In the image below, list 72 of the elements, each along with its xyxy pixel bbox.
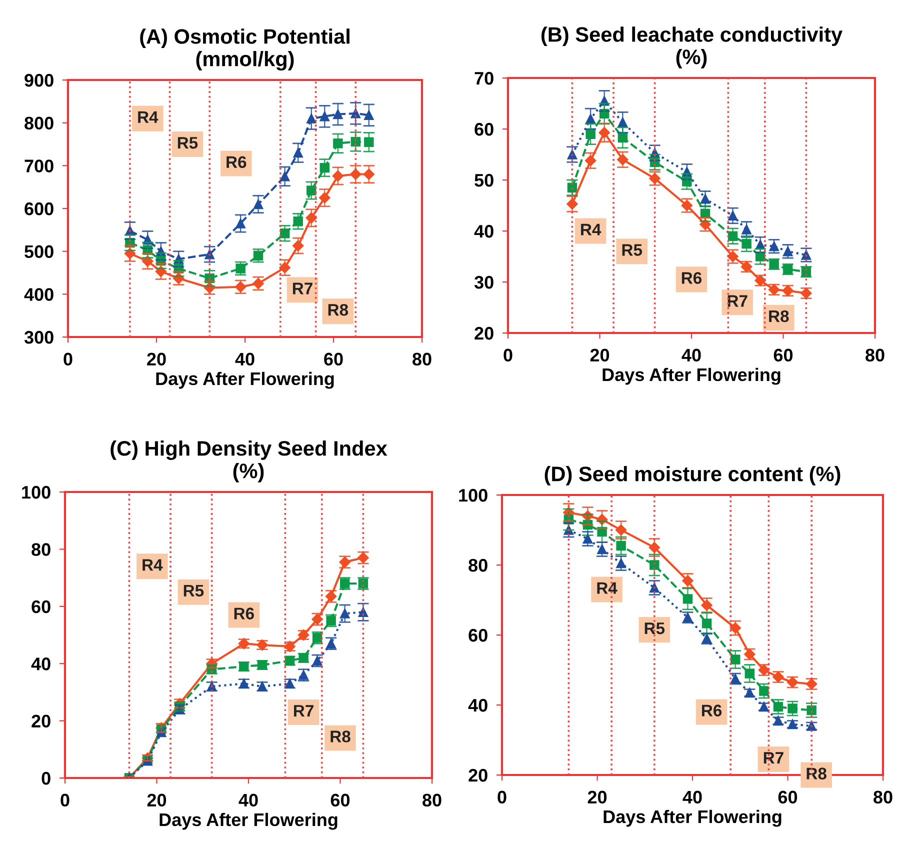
y-tick-label: 0 <box>42 772 50 785</box>
x-tick-label: 0 <box>60 794 70 807</box>
y-tick-label: 80 <box>32 543 50 556</box>
annotation: R5 <box>622 244 642 256</box>
y-tick-label: 400 <box>24 288 54 301</box>
x-axis-title: Days After Flowering <box>604 810 782 827</box>
y-tick-label: 20 <box>474 326 494 340</box>
x-tick-label: 20 <box>147 352 166 366</box>
y-tick-label: 500 <box>24 245 54 258</box>
x-tick-label: 60 <box>774 348 793 362</box>
y-tick-label: 100 <box>22 486 50 499</box>
y-tick-label: 20 <box>32 714 50 728</box>
y-tick-label: 60 <box>32 600 50 614</box>
y-tick-label: 80 <box>468 558 488 572</box>
x-tick-label: 40 <box>682 790 702 804</box>
x-tick-label: 80 <box>422 794 442 807</box>
annotation: R7 <box>728 295 748 307</box>
annotation: R7 <box>292 282 312 294</box>
y-tick-label: 800 <box>24 116 54 130</box>
y-tick-label: 900 <box>24 74 54 87</box>
y-tick-label: 60 <box>468 628 488 642</box>
y-tick-label: 600 <box>24 202 54 216</box>
y-tick-label: 20 <box>468 768 488 782</box>
annotation: R4 <box>138 111 158 123</box>
x-tick-label: 40 <box>682 348 701 362</box>
y-tick-label: 700 <box>24 160 54 172</box>
annotation: R6 <box>234 608 254 620</box>
chart-title: (C) High Density Seed Index (%) <box>110 440 388 482</box>
x-axis-title: Days After Flowering <box>156 372 334 389</box>
annotation: R6 <box>702 704 722 716</box>
y-tick-label: 50 <box>474 174 494 187</box>
annotation: R4 <box>142 559 163 571</box>
x-tick-label: 80 <box>412 352 432 366</box>
x-tick-label: 0 <box>504 348 512 362</box>
chart-title: (B) Seed leachate conductivity (%) <box>541 26 842 68</box>
y-tick-label: 40 <box>468 698 488 712</box>
annotation: R5 <box>644 622 665 634</box>
x-tick-label: 60 <box>778 790 798 804</box>
chart-title: (A) Osmotic Potential (mmol/kg) <box>140 28 350 71</box>
annotation: R6 <box>226 156 246 168</box>
annotation: R4 <box>581 224 602 236</box>
y-tick-label: 60 <box>474 122 494 136</box>
y-tick-label: 40 <box>474 224 494 238</box>
x-tick-label: 60 <box>330 794 350 807</box>
annotation: R7 <box>294 705 314 717</box>
x-tick-label: 20 <box>590 348 610 362</box>
x-axis-title: Days After Flowering <box>602 368 780 385</box>
x-tick-label: 40 <box>235 352 254 366</box>
x-tick-label: 0 <box>64 352 72 366</box>
x-tick-label: 20 <box>588 790 607 804</box>
annotation: R6 <box>682 272 702 284</box>
annotation: R8 <box>806 768 826 780</box>
y-tick-label: 300 <box>24 330 54 344</box>
annotation: R5 <box>184 584 204 597</box>
annotation: R5 <box>178 137 198 149</box>
y-tick-label: 100 <box>459 488 488 502</box>
x-tick-label: 20 <box>147 794 166 807</box>
annotation: R7 <box>764 752 784 764</box>
y-tick-label: 30 <box>474 276 494 289</box>
annotation: R8 <box>328 304 348 316</box>
x-tick-label: 0 <box>498 790 506 804</box>
annotation: R8 <box>769 310 789 322</box>
x-tick-label: 80 <box>866 348 884 362</box>
y-tick-label: 40 <box>31 658 50 670</box>
annotation: R4 <box>597 582 618 594</box>
y-tick-label: 70 <box>474 72 494 85</box>
x-tick-label: 80 <box>874 790 892 804</box>
x-tick-label: 40 <box>238 794 258 807</box>
x-axis-title: Days After Flowering <box>160 812 338 830</box>
annotation: R8 <box>330 730 350 742</box>
chart-title: (D) Seed moisture content (%) <box>544 466 840 486</box>
x-tick-label: 60 <box>324 352 343 366</box>
